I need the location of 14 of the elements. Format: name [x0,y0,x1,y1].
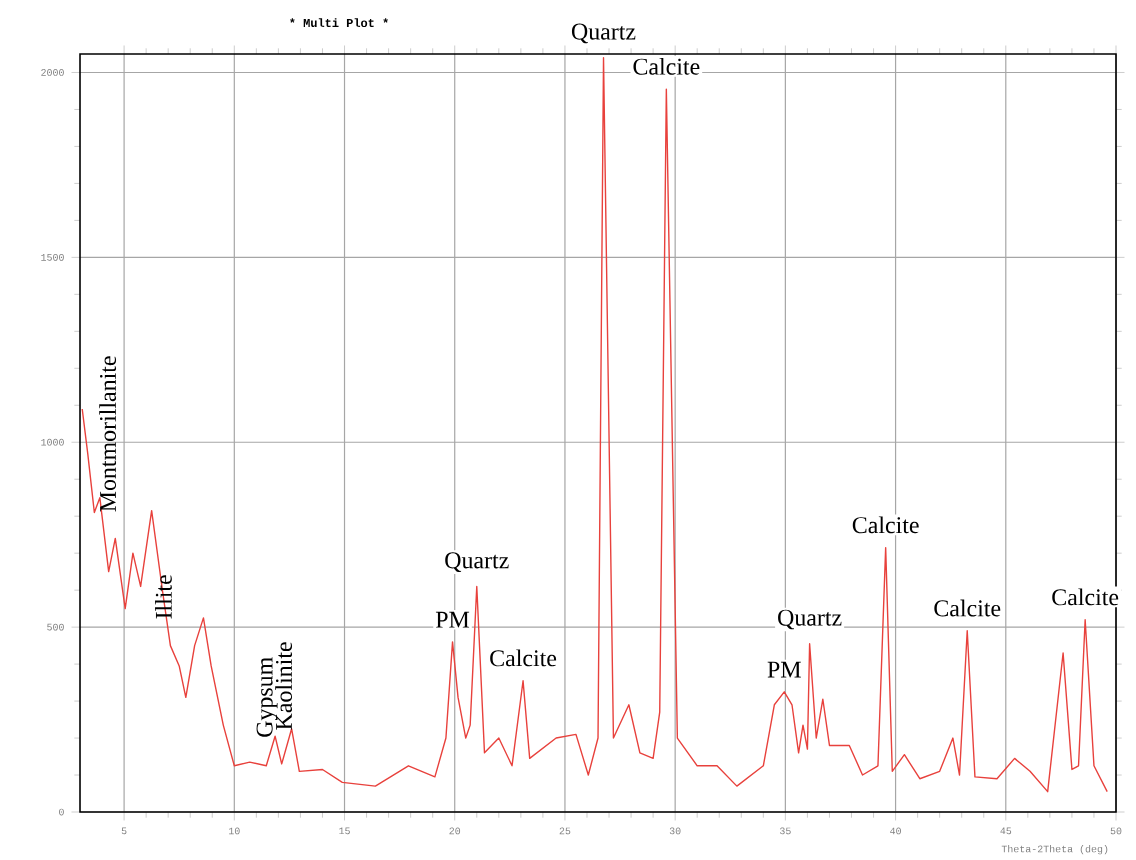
annotation: Calcite [633,57,700,75]
annotation: PM [435,611,470,628]
annotation: Gypsum [256,657,278,737]
annotation: Kaolinite [275,642,293,730]
annotation: Calcite [852,516,919,534]
annotation: Calcite [1052,588,1119,606]
annotation: Montmorillanite [99,356,117,512]
annotation: Illite [155,575,172,619]
annotation: Quartz [445,552,509,573]
annotation: Calcite [934,599,1001,617]
annotation: Quartz [778,609,842,630]
annotation: Calcite [490,649,557,667]
annotation: Quartz [571,23,636,44]
annotation: PM [767,661,801,678]
